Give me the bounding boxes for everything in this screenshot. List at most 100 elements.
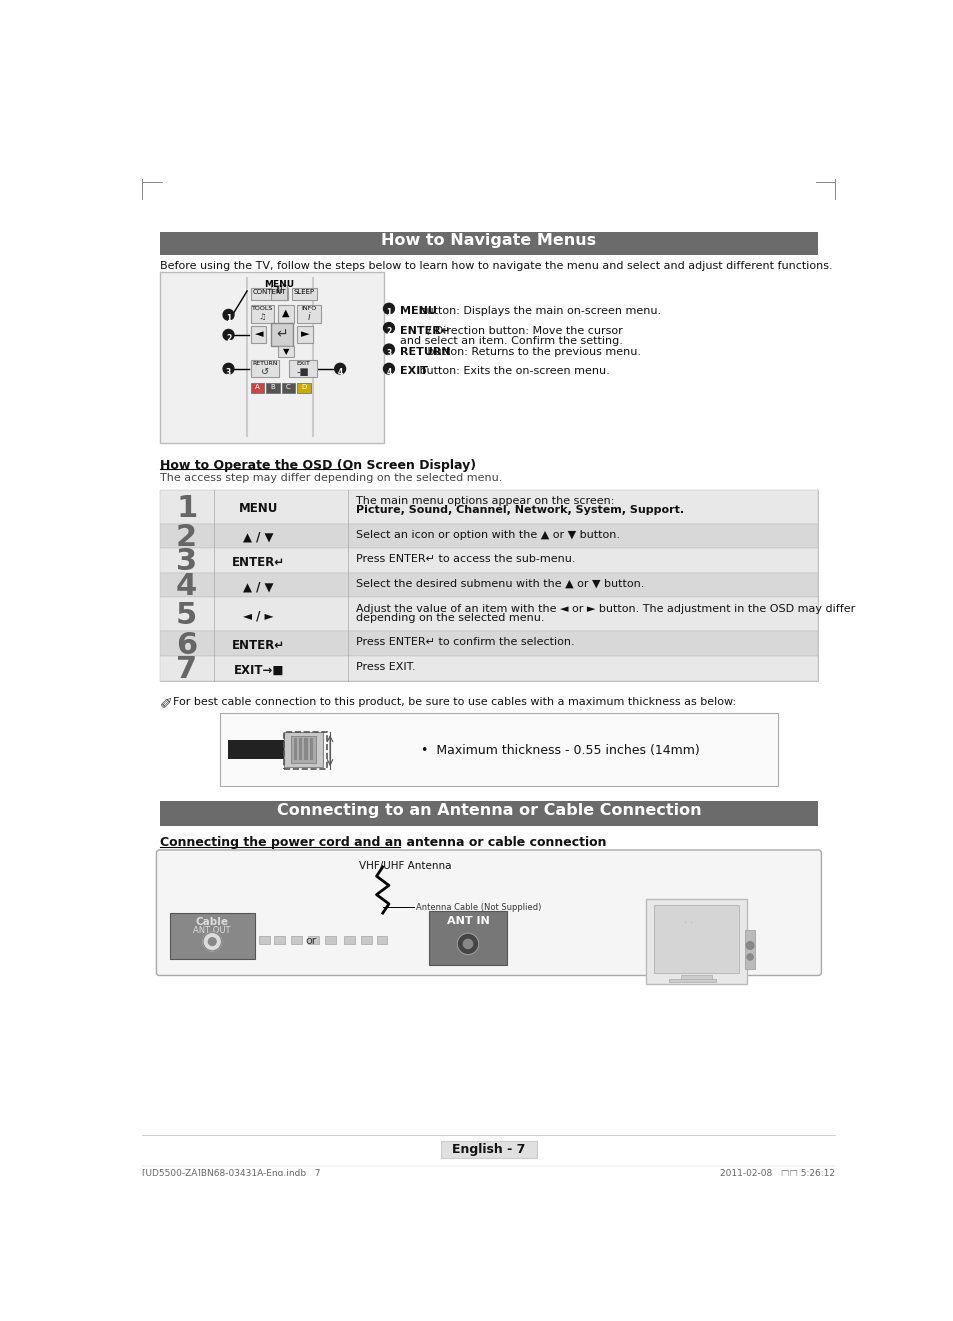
Bar [291, 937, 302, 945]
Text: VHF/UHF Antenna: VHF/UHF Antenna [359, 861, 452, 871]
Bar [654, 905, 739, 974]
Text: Adjust the value of an item with the ◄ or ► button. The adjustment in the OSD ma: Adjust the value of an item with the ◄ o… [355, 604, 854, 613]
Bar [297, 383, 311, 392]
Bar [308, 937, 319, 945]
Circle shape [383, 343, 394, 355]
Text: Press ENTER↵ to confirm the selection.: Press ENTER↵ to confirm the selection. [355, 638, 574, 647]
Text: MENU: MENU [399, 306, 436, 316]
Text: EXIT: EXIT [399, 366, 427, 376]
Circle shape [223, 363, 233, 374]
Text: III: III [274, 285, 282, 295]
Text: ↺: ↺ [260, 367, 269, 378]
Circle shape [383, 363, 394, 374]
Text: ANT IN: ANT IN [446, 917, 489, 926]
Text: 1: 1 [226, 314, 231, 324]
Text: ENTER↵: ENTER↵ [232, 638, 285, 651]
Bar [284, 732, 327, 769]
Bar [159, 802, 818, 826]
Bar [251, 288, 288, 300]
Bar [271, 285, 286, 300]
Text: 2: 2 [176, 523, 197, 552]
Text: Picture, Sound, Channel, Network, System, Support.: Picture, Sound, Channel, Network, System… [355, 505, 683, 515]
Circle shape [223, 309, 233, 320]
Text: ◄: ◄ [254, 329, 263, 339]
Bar [278, 305, 294, 324]
Text: TOOLS: TOOLS [252, 305, 273, 310]
Text: 4: 4 [176, 572, 197, 601]
Bar [429, 910, 506, 964]
Text: 3: 3 [386, 349, 391, 358]
Text: RETURN: RETURN [252, 361, 277, 366]
Circle shape [208, 938, 216, 946]
Bar [284, 732, 323, 766]
Text: RETURN: RETURN [399, 347, 450, 357]
Bar [297, 305, 320, 324]
Text: -■: -■ [296, 367, 309, 378]
Text: Press EXIT.: Press EXIT. [355, 662, 415, 672]
Text: ▲ / ▼: ▲ / ▼ [243, 580, 274, 593]
Text: and select an item. Confirm the setting.: and select an item. Confirm the setting. [399, 336, 622, 346]
Bar [251, 326, 266, 343]
Text: button: Exits the on-screen menu.: button: Exits the on-screen menu. [416, 366, 609, 376]
Bar [294, 738, 296, 760]
Text: How to Operate the OSD (On Screen Display): How to Operate the OSD (On Screen Displa… [159, 458, 476, 472]
Text: button: Returns to the previous menu.: button: Returns to the previous menu. [423, 347, 640, 357]
Text: ✐: ✐ [159, 696, 172, 711]
Bar [159, 272, 384, 444]
Text: The main menu options appear on the screen:: The main menu options appear on the scre… [355, 495, 614, 506]
Text: 4: 4 [386, 369, 391, 376]
Text: 7: 7 [176, 655, 197, 684]
Bar [282, 383, 294, 392]
Bar [159, 597, 818, 631]
Text: How to Navigate Menus: How to Navigate Menus [381, 234, 596, 248]
Bar [271, 324, 293, 346]
Circle shape [383, 322, 394, 333]
Bar [159, 548, 818, 573]
Text: 2011-02-08   □□ 5:26:12: 2011-02-08 □□ 5:26:12 [720, 1169, 835, 1178]
Text: A: A [254, 384, 259, 390]
Bar [325, 937, 335, 945]
Text: i: i [308, 312, 310, 322]
Text: Antenna Cable (Not Supplied): Antenna Cable (Not Supplied) [416, 904, 541, 911]
Text: ANT OUT: ANT OUT [193, 926, 231, 935]
Text: . .: . . [683, 914, 693, 925]
Bar [159, 490, 818, 680]
Bar [298, 738, 302, 760]
Bar [170, 913, 254, 959]
Text: ENTER↵: ENTER↵ [232, 556, 285, 568]
Bar [344, 937, 355, 945]
Circle shape [203, 933, 221, 951]
Text: ♫: ♫ [258, 312, 266, 321]
Text: Select an icon or option with the ▲ or ▼ button.: Select an icon or option with the ▲ or ▼… [355, 530, 619, 540]
Text: INFO: INFO [301, 305, 316, 310]
Bar [360, 937, 372, 945]
Bar [376, 937, 387, 945]
Text: 2: 2 [386, 328, 391, 337]
Text: ◄ / ►: ◄ / ► [243, 609, 274, 622]
Text: 6: 6 [176, 630, 197, 659]
Text: or: or [306, 937, 316, 946]
Bar [251, 383, 264, 392]
Bar [744, 930, 754, 968]
Text: CONTENT: CONTENT [253, 289, 286, 295]
Bar [159, 573, 818, 597]
Text: 5: 5 [176, 601, 197, 630]
Bar [289, 361, 316, 378]
Circle shape [456, 933, 478, 955]
Text: 1: 1 [386, 308, 391, 317]
Text: Press ENTER↵ to access the sub-menu.: Press ENTER↵ to access the sub-menu. [355, 555, 575, 564]
Text: ↵: ↵ [276, 328, 288, 342]
Bar [310, 738, 313, 760]
Bar [304, 738, 307, 760]
Text: / Direction button: Move the cursor: / Direction button: Move the cursor [423, 325, 622, 336]
Text: 2: 2 [226, 334, 231, 343]
Text: 3: 3 [176, 547, 197, 576]
Bar [292, 288, 316, 300]
Bar [159, 490, 818, 523]
Bar [645, 900, 746, 984]
Circle shape [383, 304, 394, 314]
Bar [159, 231, 818, 255]
Bar [159, 657, 818, 680]
Bar [669, 979, 716, 983]
Text: MENU: MENU [239, 502, 278, 515]
